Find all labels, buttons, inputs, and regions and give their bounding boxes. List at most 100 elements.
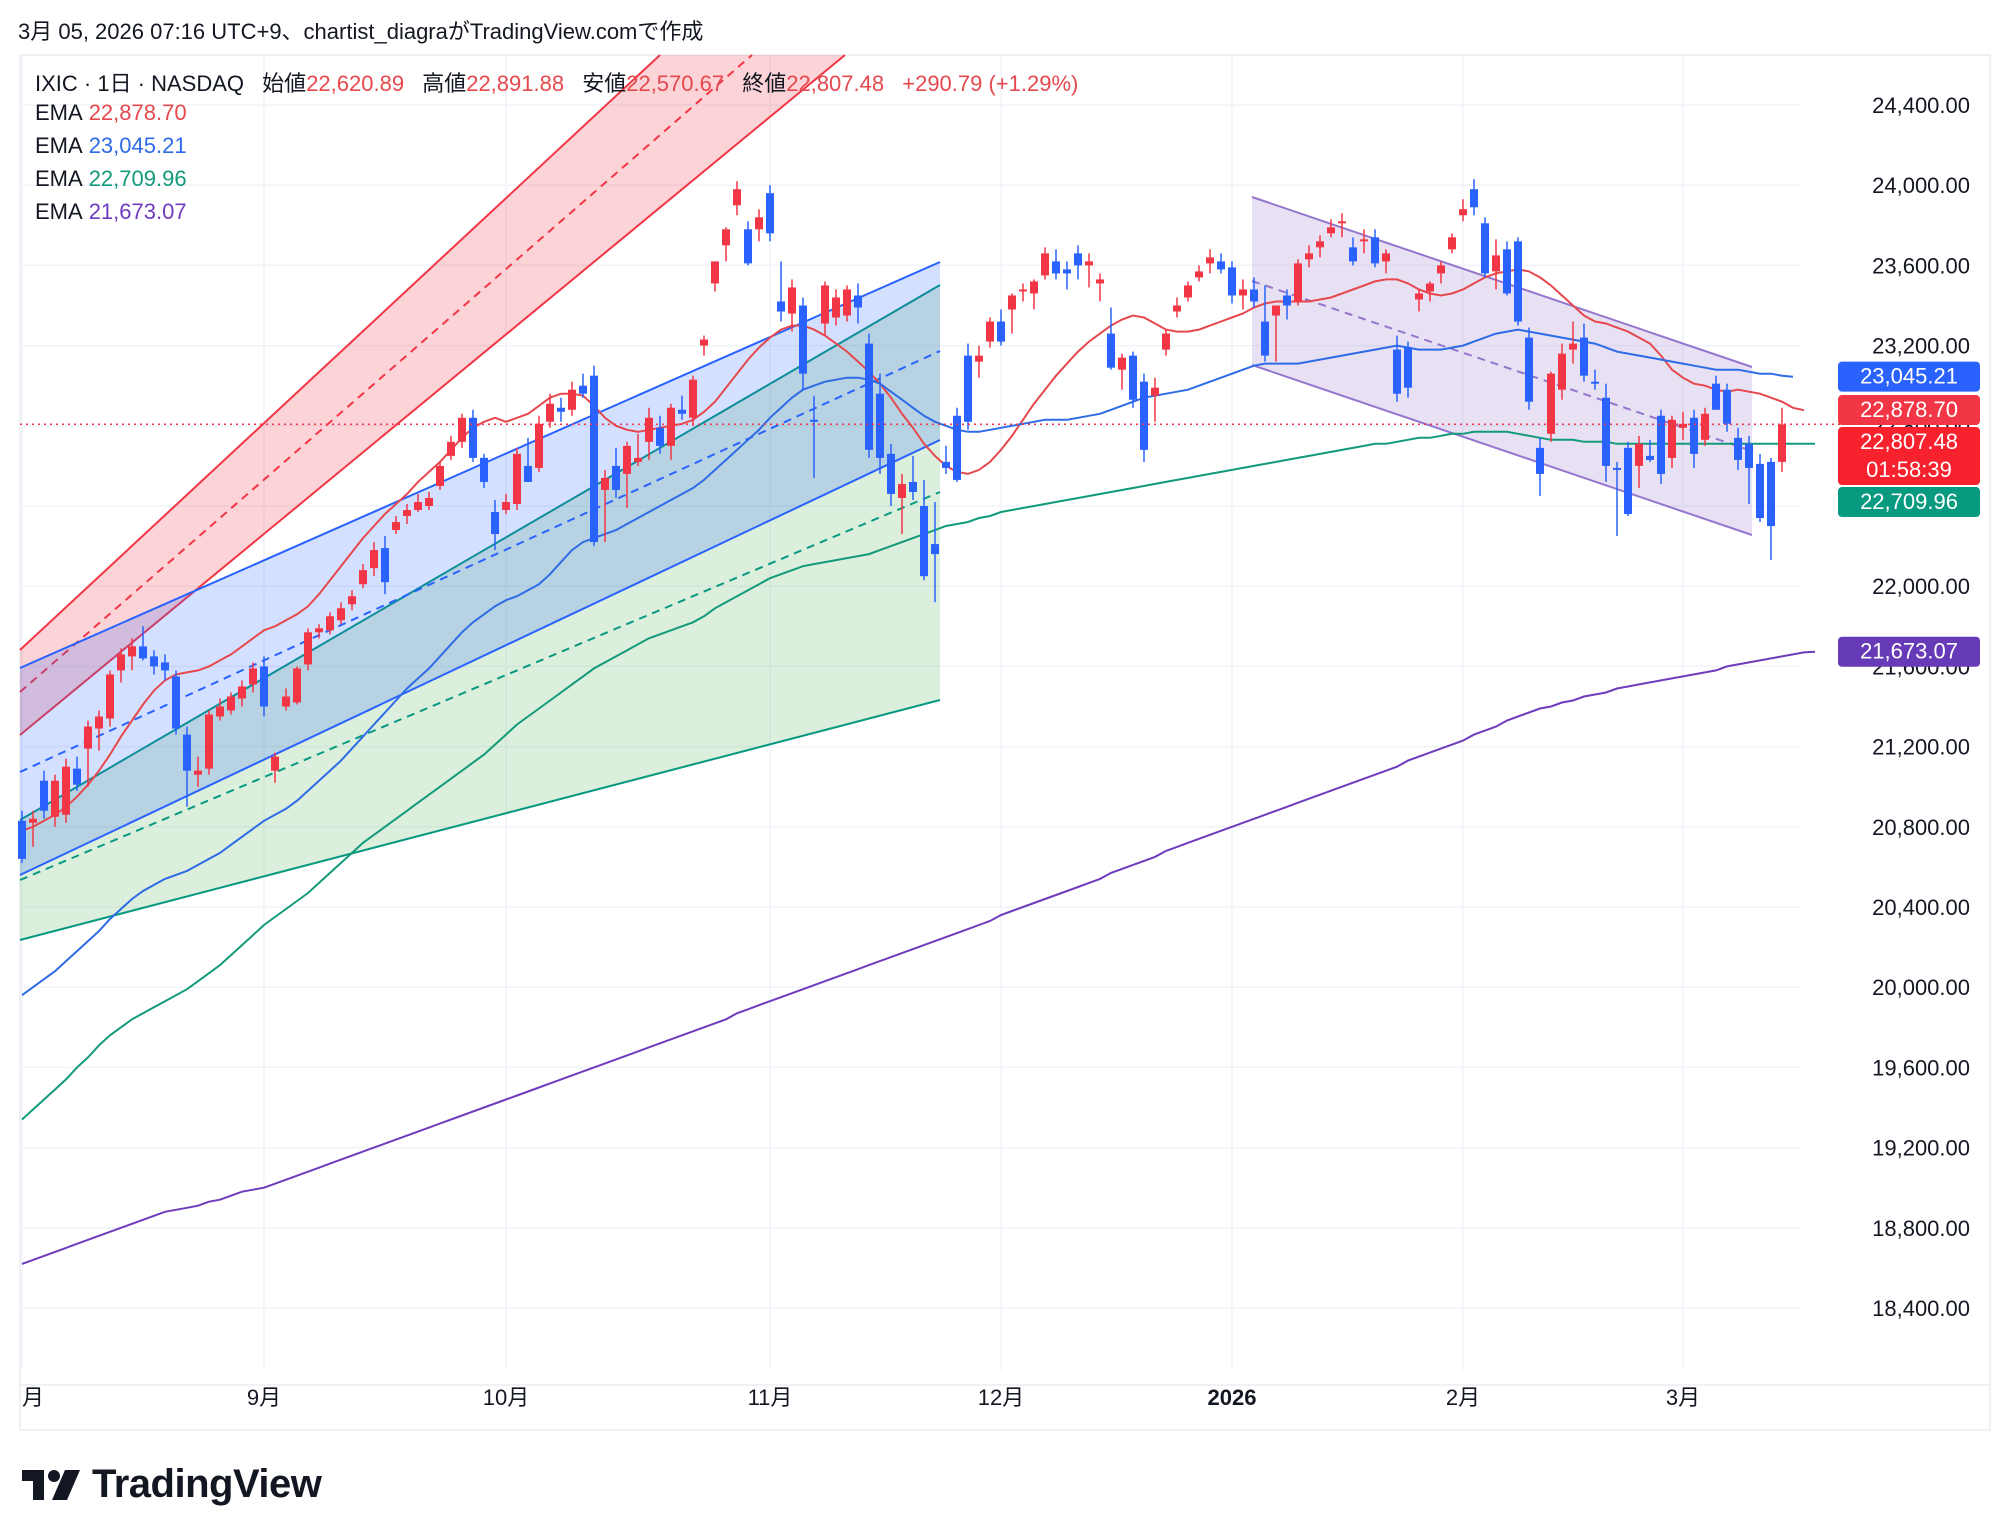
x-tick-label: 3月 — [1666, 1385, 1700, 1410]
candle-body — [194, 770, 202, 775]
candle-body — [1580, 337, 1588, 376]
candle-body — [1239, 289, 1247, 296]
candle-body — [1547, 373, 1555, 434]
candle-body — [843, 289, 851, 316]
price-badge-label: 22,709.96 — [1860, 489, 1958, 514]
candle-body — [1129, 355, 1137, 400]
candle-body — [1052, 261, 1060, 274]
close-value: 22,807.48 — [786, 71, 885, 96]
candle-body — [1481, 223, 1489, 274]
candle-body — [975, 355, 983, 362]
candle-body — [557, 407, 565, 412]
candle-body — [1063, 269, 1071, 274]
red-channel-mid — [19, 54, 753, 693]
candle-body — [1701, 413, 1709, 440]
x-tick-label: 2月 — [1446, 1385, 1480, 1410]
candle-body — [84, 726, 92, 749]
ema-label: EMA — [35, 199, 83, 224]
candle-body — [1041, 253, 1049, 276]
candle-body — [1272, 305, 1280, 316]
price-badge-label: 22,878.70 — [1860, 397, 1958, 422]
price-badge — [1838, 427, 1980, 486]
candle-body — [953, 415, 961, 480]
candle-body — [249, 668, 257, 685]
candle-body — [1426, 283, 1434, 292]
x-tick-label: 2026 — [1208, 1385, 1257, 1410]
chart-caption: 3月 05, 2026 07:16 UTC+9、chartist_diagraが… — [18, 19, 704, 44]
candle-body — [546, 403, 554, 422]
ema-line-2 — [21, 328, 1794, 997]
candle-body — [337, 608, 345, 621]
candle-body — [1371, 237, 1379, 264]
tradingview-logo-icon — [22, 1469, 80, 1500]
candle-body — [1723, 389, 1731, 424]
candle-body — [238, 686, 246, 699]
candle-body — [1635, 443, 1643, 466]
ema-legend-1[interactable]: EMA 22,878.70 — [35, 100, 187, 126]
candle-body — [29, 818, 37, 823]
candle-body — [722, 229, 730, 246]
candle-body — [95, 716, 103, 729]
y-tick-label: 23,600.00 — [1872, 253, 1970, 278]
candle-body — [425, 497, 433, 506]
y-tick-label: 18,400.00 — [1872, 1296, 1970, 1321]
open-value: 22,620.89 — [306, 71, 405, 96]
candle-body — [1338, 221, 1346, 224]
ema-legend-3[interactable]: EMA 22,709.96 — [35, 166, 187, 192]
candle-body — [1250, 289, 1258, 302]
price-badge-label: 22,807.48 — [1860, 429, 1958, 454]
green-channel-fill — [20, 285, 940, 940]
y-tick-label: 21,200.00 — [1872, 735, 1970, 760]
candle-body — [1162, 333, 1170, 350]
candle-body — [436, 465, 444, 486]
candle-body — [161, 662, 169, 671]
candle-body — [1382, 253, 1390, 262]
candle-body — [1448, 237, 1456, 250]
y-tick-label: 24,000.00 — [1872, 173, 1970, 198]
candle-body — [667, 407, 675, 446]
candle-body — [887, 453, 895, 494]
open-label: 始値 — [262, 71, 307, 96]
candle-body — [1327, 227, 1335, 234]
candle-body — [942, 461, 950, 468]
symbol-label[interactable]: IXIC · 1日 · NASDAQ — [35, 71, 245, 96]
candle-body — [293, 668, 301, 703]
candle-body — [1316, 241, 1324, 248]
candle-body — [909, 481, 917, 492]
low-value: 22,570.67 — [626, 71, 725, 96]
candle-body — [1767, 461, 1775, 527]
ema-value: 21,673.07 — [88, 199, 187, 224]
candle-body — [1613, 467, 1621, 470]
candle-body — [315, 628, 323, 633]
candle-body — [1019, 289, 1027, 292]
ema-legend-2[interactable]: EMA 23,045.21 — [35, 133, 187, 159]
price-badge — [1838, 487, 1980, 518]
candle-body — [755, 217, 763, 230]
green-channel-upper — [19, 284, 941, 821]
x-tick-label: 月 — [22, 1385, 44, 1410]
tradingview-logo[interactable]: TradingView — [22, 1462, 322, 1507]
y-tick-label: 19,200.00 — [1872, 1136, 1970, 1161]
candle-body — [1118, 357, 1126, 370]
candle-body — [326, 616, 334, 631]
ema-legend-4[interactable]: EMA 21,673.07 — [35, 199, 187, 225]
candle-body — [469, 417, 477, 458]
candle-body — [1492, 255, 1500, 272]
candle-body — [1206, 257, 1214, 264]
red-channel-lower — [19, 54, 846, 736]
candle-body — [491, 512, 499, 535]
candle-body — [172, 676, 180, 729]
candle-body — [502, 501, 510, 511]
candle-body — [700, 339, 708, 346]
candle-body — [414, 501, 422, 511]
candle-body — [634, 457, 642, 462]
candle-body — [854, 295, 862, 308]
candle-body — [40, 780, 48, 811]
candle-body — [1602, 397, 1610, 466]
candle-body — [1085, 261, 1093, 266]
candle-body — [1646, 455, 1654, 460]
candle-body — [821, 285, 829, 324]
high-label: 高値 — [422, 71, 467, 96]
candle-body — [513, 453, 521, 504]
